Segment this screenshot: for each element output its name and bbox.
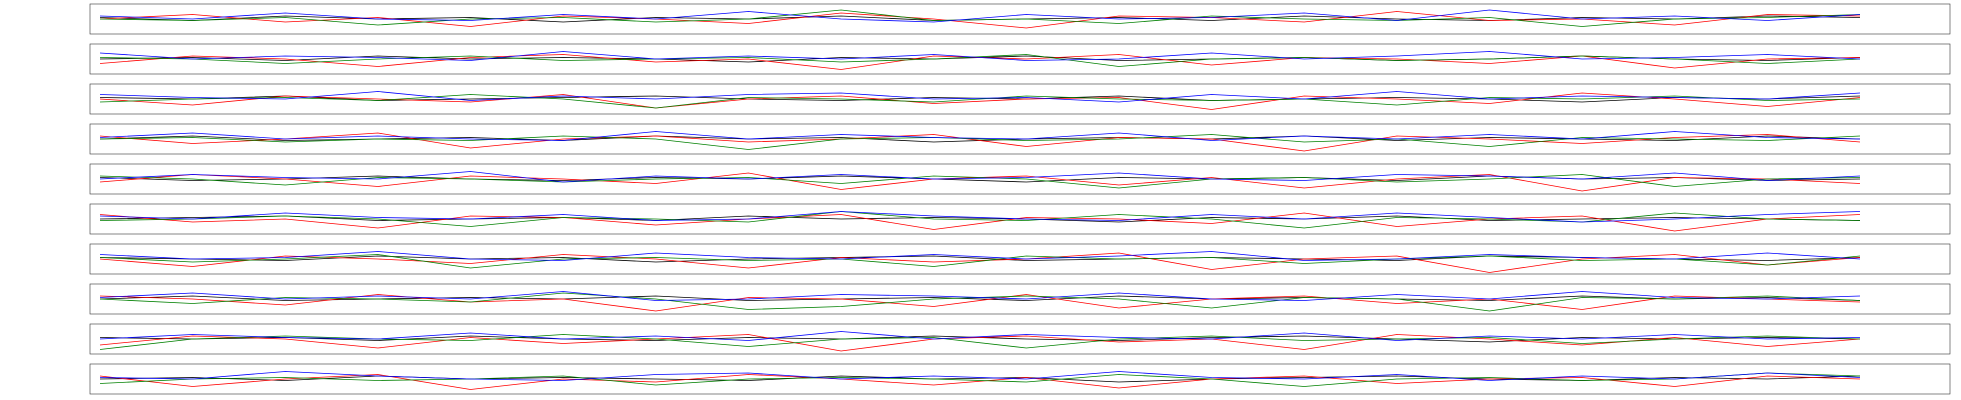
trace (99, 334, 1861, 352)
panel-frame (89, 323, 1951, 355)
trace (99, 94, 1861, 109)
trace (99, 371, 1861, 381)
trace (99, 9, 1861, 23)
panel-frame (89, 43, 1951, 75)
trace (99, 54, 1861, 67)
panel-frame (89, 283, 1951, 315)
trace (99, 51, 1861, 61)
trace (99, 212, 1861, 232)
trace (99, 334, 1861, 350)
trace (99, 171, 1861, 183)
trace (99, 15, 1861, 23)
trace (99, 294, 1861, 312)
trace (99, 331, 1861, 341)
panel-frame (89, 203, 1951, 235)
trace (99, 372, 1861, 387)
trace (99, 291, 1861, 301)
trace (99, 131, 1861, 141)
trace (99, 132, 1861, 152)
trace (99, 374, 1861, 390)
trace (99, 254, 1861, 269)
trace (99, 9, 1861, 27)
trace (99, 295, 1861, 301)
panel-frame (89, 363, 1951, 395)
trace (99, 211, 1861, 223)
trace (99, 91, 1861, 103)
trace (99, 251, 1861, 261)
panel-frame (89, 123, 1951, 155)
panel-frame (89, 163, 1951, 195)
trace (99, 134, 1861, 150)
panel-frame (89, 243, 1951, 275)
trace (99, 252, 1861, 273)
panel-frame (89, 3, 1951, 35)
trace (99, 172, 1861, 192)
panel-frame (89, 83, 1951, 115)
